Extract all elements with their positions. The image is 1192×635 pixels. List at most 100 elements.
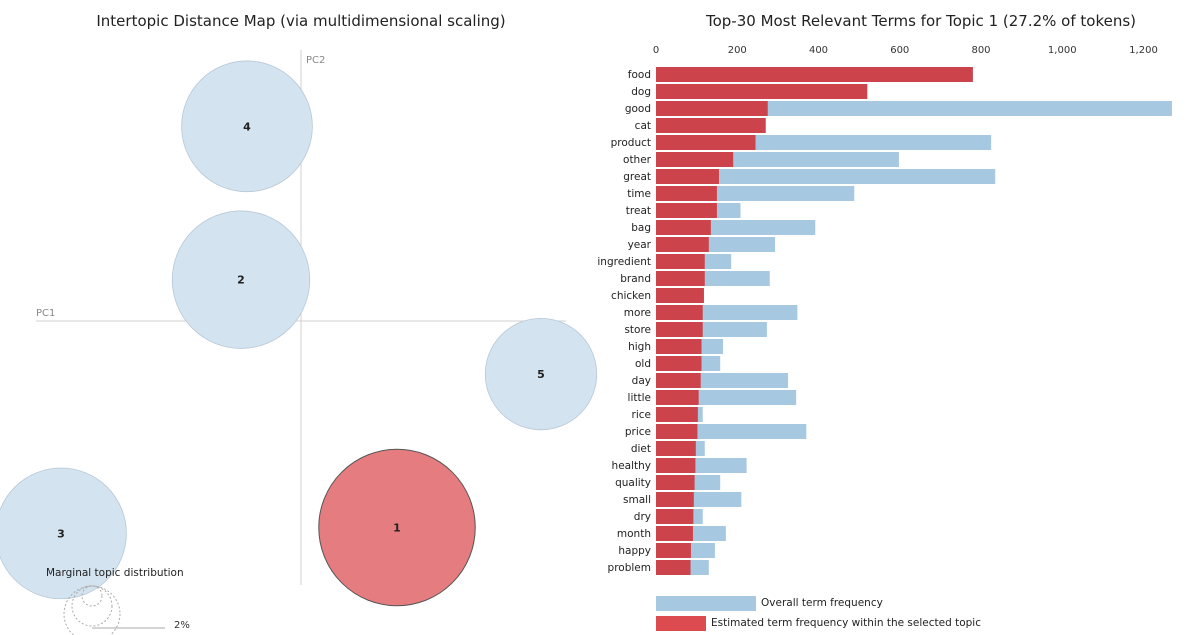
- bar-topic-high[interactable]: [656, 339, 702, 354]
- bar-topic-store[interactable]: [656, 322, 703, 337]
- intertopic-map: Intertopic Distance Map (via multidimens…: [0, 12, 598, 635]
- term-label-more[interactable]: more: [624, 307, 651, 319]
- bar-topic-product[interactable]: [656, 135, 756, 150]
- topic-circle-1[interactable]: [318, 448, 476, 607]
- term-label-cat[interactable]: cat: [635, 120, 651, 132]
- term-label-problem[interactable]: problem: [608, 562, 651, 574]
- term-label-treat[interactable]: treat: [626, 205, 651, 217]
- legend-topic-label: Estimated term frequency within the sele…: [711, 617, 981, 629]
- topic-circle-3[interactable]: [0, 467, 127, 600]
- legend-topic-swatch: [656, 616, 706, 631]
- term-label-brand[interactable]: brand: [620, 273, 651, 285]
- bar-topic-chicken[interactable]: [656, 288, 704, 303]
- pc1-label: PC1: [36, 308, 55, 319]
- topic-circle-5[interactable]: [484, 317, 598, 431]
- x-tick-label: 400: [809, 45, 828, 56]
- marginal-legend-circle-medium: [71, 585, 113, 627]
- bar-topic-price[interactable]: [656, 424, 698, 439]
- term-label-product[interactable]: product: [611, 137, 651, 149]
- term-label-chicken[interactable]: chicken: [611, 290, 651, 302]
- term-label-rice[interactable]: rice: [632, 409, 651, 421]
- term-label-month[interactable]: month: [617, 528, 651, 540]
- topic-circle-4[interactable]: [181, 60, 313, 193]
- term-label-happy[interactable]: happy: [618, 545, 651, 557]
- bar-topic-bag[interactable]: [656, 220, 711, 235]
- bar-topic-healthy[interactable]: [656, 458, 696, 473]
- x-tick-label: 600: [890, 45, 909, 56]
- term-label-diet[interactable]: diet: [631, 443, 651, 455]
- term-barchart: Top-30 Most Relevant Terms for Topic 1 (…: [597, 12, 1172, 631]
- term-label-store[interactable]: store: [624, 324, 651, 336]
- marginal-legend-circle-large: [63, 585, 121, 635]
- bar-topic-little[interactable]: [656, 390, 699, 405]
- term-label-quality[interactable]: quality: [615, 477, 651, 489]
- x-tick-label: 200: [728, 45, 747, 56]
- x-tick-label: 0: [653, 45, 659, 56]
- x-tick-label: 1,000: [1048, 45, 1077, 56]
- bar-topic-dry[interactable]: [656, 509, 694, 524]
- bar-overall-great[interactable]: [656, 169, 996, 184]
- bar-topic-problem[interactable]: [656, 560, 691, 575]
- legend-overall-swatch: [656, 596, 756, 611]
- bar-topic-food[interactable]: [656, 67, 973, 82]
- term-label-other[interactable]: other: [623, 154, 652, 166]
- term-label-little[interactable]: little: [628, 392, 651, 404]
- term-bars: food dog good cat product other great time treat…: [597, 67, 1172, 575]
- bar-topic-time[interactable]: [656, 186, 717, 201]
- x-tick-label: 800: [971, 45, 990, 56]
- term-label-bag[interactable]: bag: [631, 222, 651, 234]
- bar-topic-dog[interactable]: [656, 84, 868, 99]
- bar-topic-small[interactable]: [656, 492, 694, 507]
- term-label-great[interactable]: great: [623, 171, 651, 183]
- x-axis-ticks: 0 200 400 600 800 1,000 1,200: [653, 45, 1158, 56]
- term-label-time[interactable]: time: [627, 188, 651, 200]
- term-chart-title: Top-30 Most Relevant Terms for Topic 1 (…: [705, 12, 1136, 30]
- bar-topic-month[interactable]: [656, 526, 693, 541]
- bar-topic-diet[interactable]: [656, 441, 696, 456]
- bar-topic-other[interactable]: [656, 152, 734, 167]
- marginal-legend-title: Marginal topic distribution: [46, 567, 184, 579]
- term-label-day[interactable]: day: [632, 375, 651, 387]
- intertopic-map-title: Intertopic Distance Map (via multidimens…: [96, 12, 505, 30]
- topic-circle-label-3: 3: [57, 527, 65, 540]
- bar-topic-rice[interactable]: [656, 407, 698, 422]
- term-label-year[interactable]: year: [628, 239, 652, 251]
- bar-topic-treat[interactable]: [656, 203, 717, 218]
- term-label-high[interactable]: high: [628, 341, 651, 353]
- topic-circle-label-5: 5: [537, 368, 545, 381]
- bar-topic-great[interactable]: [656, 169, 719, 184]
- pc2-label: PC2: [306, 55, 325, 66]
- term-label-price[interactable]: price: [625, 426, 651, 438]
- term-label-ingredient[interactable]: ingredient: [597, 256, 651, 268]
- bar-topic-quality[interactable]: [656, 475, 695, 490]
- term-label-good[interactable]: good: [625, 103, 651, 115]
- term-label-old[interactable]: old: [635, 358, 651, 370]
- term-label-small[interactable]: small: [623, 494, 651, 506]
- topic-circle-label-2: 2: [237, 274, 245, 287]
- term-label-food[interactable]: food: [628, 69, 651, 81]
- bar-overall-good[interactable]: [656, 101, 1172, 116]
- bar-topic-old[interactable]: [656, 356, 702, 371]
- term-label-healthy[interactable]: healthy: [612, 460, 651, 472]
- bar-topic-good[interactable]: [656, 101, 768, 116]
- bar-legend: Overall term frequency Estimated term fr…: [656, 596, 981, 631]
- marginal-topic-legend: Marginal topic distribution 2%: [46, 567, 190, 635]
- x-tick-label: 1,200: [1129, 45, 1158, 56]
- term-label-dry[interactable]: dry: [634, 511, 651, 523]
- bar-topic-more[interactable]: [656, 305, 703, 320]
- topic-circle-label-1: 1: [393, 522, 401, 535]
- legend-overall-label: Overall term frequency: [761, 597, 883, 609]
- topic-circle-2[interactable]: [171, 210, 311, 349]
- marginal-legend-value: 2%: [174, 620, 190, 631]
- bar-topic-brand[interactable]: [656, 271, 705, 286]
- term-label-dog[interactable]: dog: [631, 86, 651, 98]
- bar-topic-year[interactable]: [656, 237, 709, 252]
- bar-topic-cat[interactable]: [656, 118, 766, 133]
- topic-circle-label-4: 4: [243, 120, 251, 133]
- bar-topic-ingredient[interactable]: [656, 254, 705, 269]
- bar-topic-happy[interactable]: [656, 543, 691, 558]
- bar-topic-day[interactable]: [656, 373, 701, 388]
- marginal-legend-circle-small: [81, 585, 103, 607]
- topic-circles: 1 2 3 4 5: [0, 60, 598, 607]
